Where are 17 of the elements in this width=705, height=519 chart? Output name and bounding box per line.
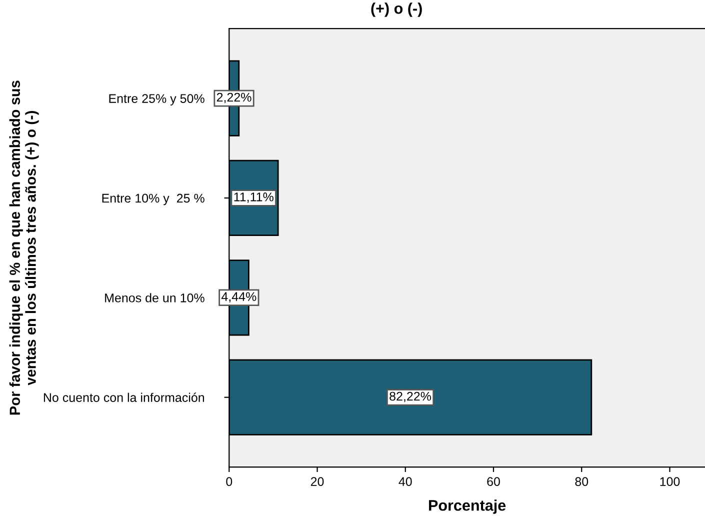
x-axis-title: Porcentaje	[429, 500, 506, 514]
y-tick-label: Entre 10% y 25 %	[102, 194, 204, 206]
y-tick-label: Entre 25% y 50%	[109, 94, 204, 106]
x-tick-label: 20	[310, 477, 324, 486]
x-tick-label: 100	[660, 477, 680, 486]
x-tick-label: 40	[398, 477, 412, 486]
y-tick-label: Menos de un 10%	[105, 293, 204, 302]
y-tick-label: No cuento con la información	[44, 392, 204, 402]
x-tick-label: 60	[487, 477, 500, 486]
x-tick-label: 80	[575, 477, 588, 486]
data-label: 2,22%	[216, 92, 252, 104]
x-tick-label: 0	[226, 477, 232, 486]
data-label: 4,44%	[221, 292, 256, 302]
data-label: 82,22%	[390, 392, 432, 402]
chart-title: (+) o (-)	[371, 2, 422, 17]
data-label: 11,11%	[234, 192, 274, 203]
y-axis-title: Por favor indique el % en que han cambiado sus ventas en los últimos tres años. (+) o (-)	[9, 80, 39, 415]
